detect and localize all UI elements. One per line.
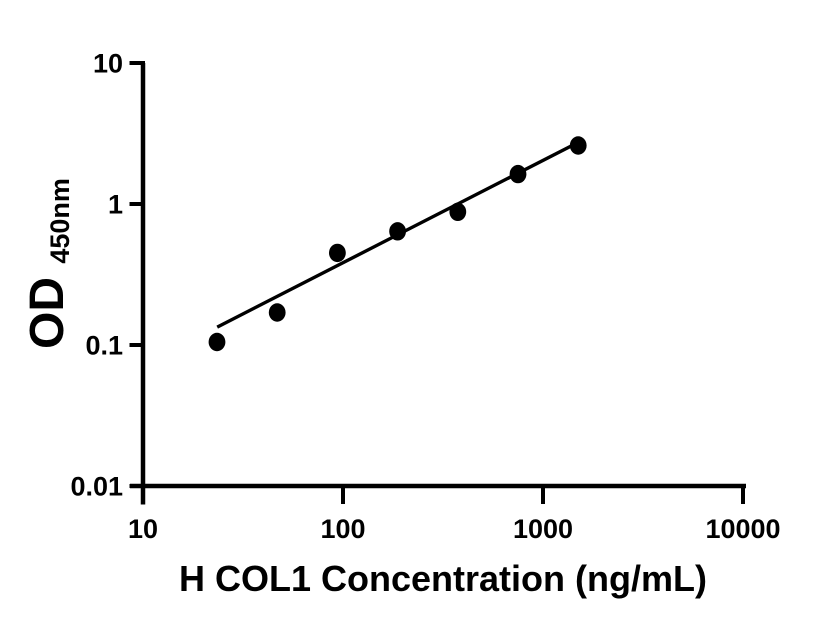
y-tick-label: 1 <box>108 189 123 219</box>
x-tick-label: 10 <box>128 514 158 544</box>
data-point <box>268 303 286 322</box>
y-tick-label: 10 <box>93 48 123 78</box>
y-tick-label: 0.01 <box>70 471 123 501</box>
axes-layer <box>130 63 746 505</box>
data-point <box>449 202 467 222</box>
x-tick-label: 10000 <box>705 514 780 544</box>
data-point <box>208 332 226 352</box>
y-axis-title-main: OD <box>21 277 74 349</box>
data-point <box>509 164 527 184</box>
data-points-layer <box>208 136 587 352</box>
data-point <box>389 222 407 241</box>
y-axis-title: OD 450nm <box>21 178 75 349</box>
x-tick-label: 100 <box>320 514 365 544</box>
data-point <box>569 136 587 155</box>
tick-marks-layer <box>129 61 745 504</box>
tick-labels-layer: 10 100 1000 10000 10 1 0.1 0.01 <box>70 48 780 544</box>
y-axis-title-subscript: 450nm <box>45 178 75 264</box>
y-tick-label: 0.1 <box>85 330 123 360</box>
data-point <box>328 243 346 263</box>
x-tick-label: 1000 <box>513 514 573 544</box>
x-axis-title: H COL1 Concentration (ng/mL) <box>179 558 707 599</box>
